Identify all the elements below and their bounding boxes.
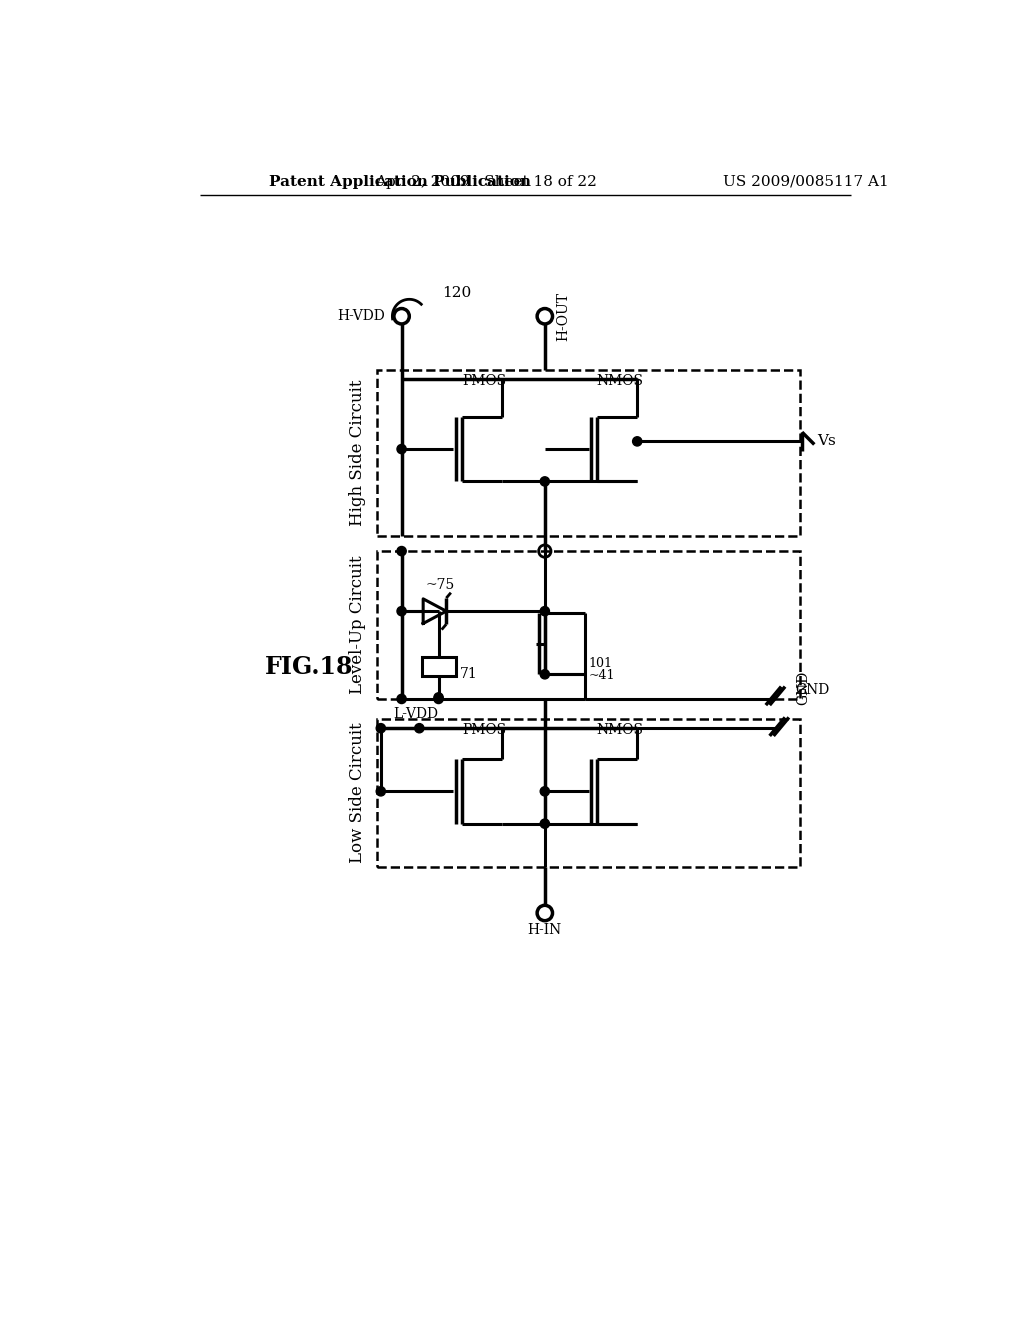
Text: H-OUT: H-OUT (556, 292, 570, 341)
Bar (422, 657, 456, 676)
Circle shape (541, 818, 550, 829)
Circle shape (415, 723, 424, 733)
Text: Apr. 2, 2009   Sheet 18 of 22: Apr. 2, 2009 Sheet 18 of 22 (376, 174, 597, 189)
Text: Patent Application Publication: Patent Application Publication (269, 174, 531, 189)
Text: NMOS: NMOS (597, 374, 644, 388)
Circle shape (376, 787, 385, 796)
Bar (377, 719, 801, 867)
Circle shape (376, 723, 385, 733)
Text: H-VDD: H-VDD (337, 309, 385, 323)
Circle shape (633, 437, 642, 446)
Text: ~41: ~41 (589, 669, 615, 682)
Text: High Side Circuit: High Side Circuit (349, 380, 367, 527)
Text: Vs: Vs (817, 434, 837, 449)
Text: 71: 71 (460, 668, 478, 681)
Circle shape (397, 445, 407, 454)
Bar (377, 552, 801, 700)
Text: L-VDD: L-VDD (393, 708, 438, 721)
Text: GND: GND (797, 671, 811, 705)
Circle shape (541, 669, 550, 678)
Circle shape (397, 607, 407, 616)
Circle shape (541, 787, 550, 796)
Circle shape (541, 477, 550, 486)
Text: 120: 120 (441, 286, 471, 300)
Text: ~75: ~75 (426, 578, 455, 591)
Text: GND: GND (795, 682, 829, 697)
Bar (377, 370, 801, 536)
Circle shape (397, 546, 407, 556)
Text: FIG.18: FIG.18 (265, 655, 354, 678)
Text: Level-Up Circuit: Level-Up Circuit (349, 556, 367, 694)
Text: PMOS: PMOS (463, 374, 507, 388)
Text: PMOS: PMOS (463, 723, 507, 737)
Circle shape (434, 694, 443, 704)
Circle shape (434, 693, 443, 702)
Text: NMOS: NMOS (597, 723, 644, 737)
Circle shape (397, 694, 407, 704)
Circle shape (541, 607, 550, 616)
Text: 101: 101 (589, 657, 612, 671)
Text: H-IN: H-IN (527, 923, 562, 937)
Text: Low Side Circuit: Low Side Circuit (349, 722, 367, 863)
Text: US 2009/0085117 A1: US 2009/0085117 A1 (724, 174, 889, 189)
